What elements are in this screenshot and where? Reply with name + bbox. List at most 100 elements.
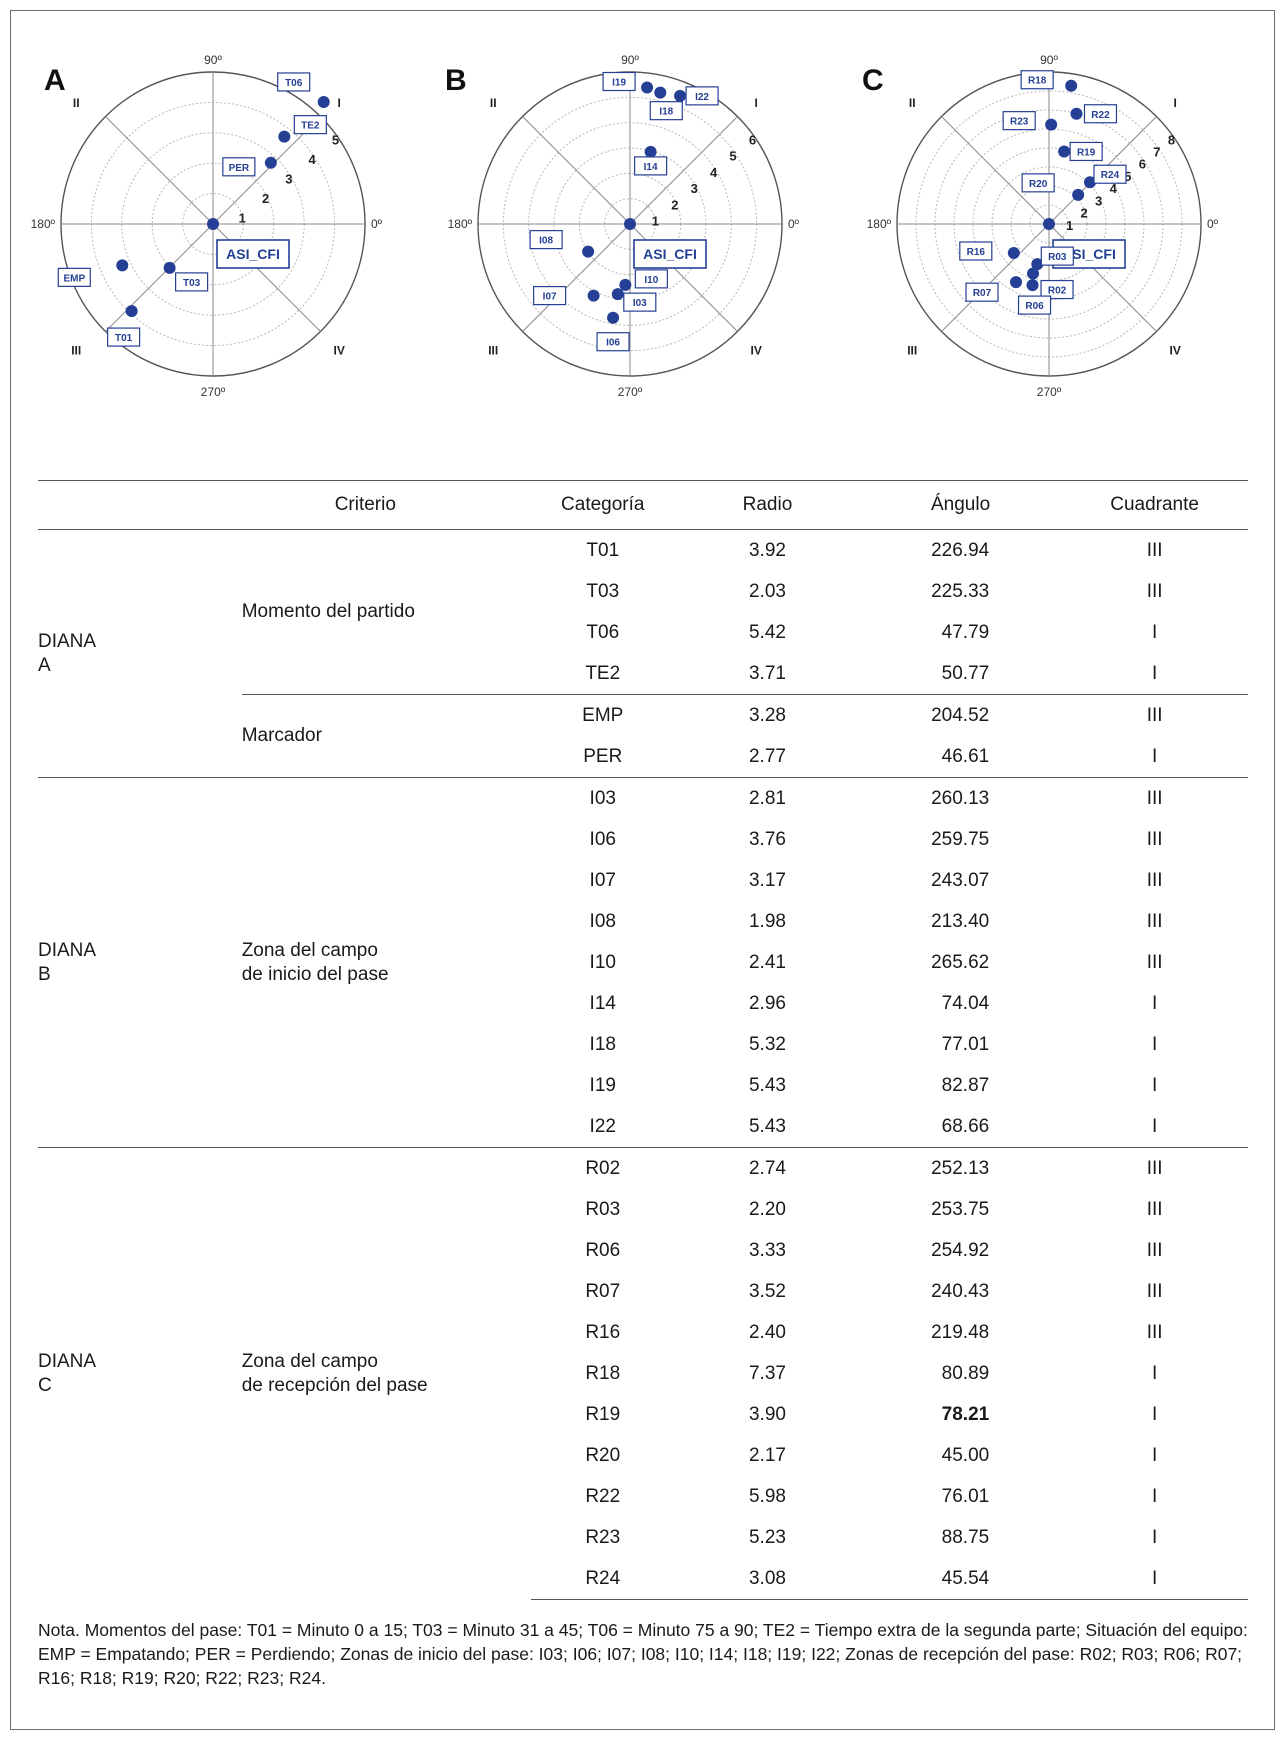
criterio-label: Marcador bbox=[241, 694, 531, 778]
cell-radio: 3.17 bbox=[748, 869, 786, 891]
angle-label-0: 0º bbox=[788, 217, 800, 231]
cell-cuadrante: III bbox=[1061, 777, 1248, 819]
criterio-label-line: Marcador bbox=[241, 725, 322, 746]
table-header-row: Criterio Categoría Radio Ángulo Cuadrant… bbox=[38, 480, 1248, 530]
ring-label-8: 8 bbox=[1168, 132, 1175, 147]
cell-categoria: R20 bbox=[585, 1444, 621, 1466]
point-label-I07: I07 bbox=[543, 292, 557, 303]
point-label-box-R19 bbox=[1069, 141, 1103, 162]
point-T03 bbox=[163, 261, 176, 274]
cell-cuadrante: III bbox=[1146, 580, 1163, 602]
table-row: T03 2.03 225.33 III bbox=[38, 571, 1248, 612]
point-R02 bbox=[1027, 267, 1040, 280]
criterio-label-line: de inicio del pase bbox=[241, 963, 389, 985]
table-row: T06 5.42 47.79 I bbox=[38, 612, 1248, 653]
group-label: DIANA B bbox=[38, 777, 242, 1148]
cell-angulo: 243.07 bbox=[931, 869, 990, 891]
panel-letter-c: C bbox=[862, 64, 884, 97]
cell-categoria: R16 bbox=[585, 1321, 621, 1343]
cell-angulo: 74.04 bbox=[941, 992, 990, 1014]
table-row: I08 1.98 213.40 III bbox=[38, 901, 1248, 942]
cell-angulo: 47.79 bbox=[941, 621, 990, 643]
cell-radio: 3.28 bbox=[675, 694, 860, 736]
ring-label-5: 5 bbox=[332, 132, 339, 147]
group-label-line: DIANA bbox=[38, 939, 97, 961]
point-label-I22: I22 bbox=[695, 92, 709, 103]
point-label-R24: R24 bbox=[1101, 170, 1120, 181]
cell-categoria: PER bbox=[583, 745, 623, 767]
cell-radio: 5.43 bbox=[748, 1115, 786, 1137]
group-label-line: DIANA bbox=[38, 1350, 97, 1372]
cell-cuadrante: I bbox=[1151, 1485, 1158, 1507]
cell-radio: 5.23 bbox=[748, 1526, 786, 1548]
cell-categoria: I18 bbox=[589, 1033, 616, 1055]
cell-categoria: R03 bbox=[585, 1198, 621, 1220]
point-R20 bbox=[1072, 188, 1085, 201]
ring-label-5: 5 bbox=[1124, 169, 1131, 184]
point-R16 bbox=[1007, 246, 1020, 259]
ring-label-7: 7 bbox=[1153, 145, 1160, 160]
table-row: DIANA A Momento del partido T01 3.92 226.94 II… bbox=[38, 530, 1248, 676]
point-label-box-EMP bbox=[57, 267, 91, 287]
table-row: Marcador EMP 3.28 204.52 III bbox=[38, 694, 1248, 778]
quadrant-label-IV: IV bbox=[750, 344, 761, 358]
center-label-box bbox=[216, 239, 290, 269]
cell-cuadrante: III bbox=[1146, 951, 1163, 973]
table-row: I22 5.43 68.66 I bbox=[38, 1106, 1248, 1148]
cell-radio: 3.33 bbox=[748, 1239, 786, 1261]
cell-categoria: R06 bbox=[585, 1239, 621, 1261]
cell-categoria: R22 bbox=[585, 1485, 621, 1507]
point-R06 bbox=[1026, 279, 1039, 292]
point-I18 bbox=[654, 86, 667, 99]
center-label-box bbox=[633, 239, 707, 269]
cell-angulo: 213.40 bbox=[931, 910, 990, 932]
center-label: ASI_CFI bbox=[1062, 246, 1116, 262]
cell-radio: 1.98 bbox=[748, 910, 786, 932]
cell-categoria: I06 bbox=[589, 828, 616, 850]
criterio-label: Momento del partido bbox=[242, 530, 531, 695]
cell-cuadrante: I bbox=[1061, 1558, 1248, 1600]
point-label-box-I03 bbox=[623, 292, 657, 312]
cell-cuadrante: I bbox=[1151, 1115, 1158, 1137]
point-TE2 bbox=[278, 130, 291, 143]
cell-categoria: T03 bbox=[586, 580, 620, 602]
table-row: PER 2.77 46.61 I bbox=[38, 736, 1248, 778]
point-label-box-R22 bbox=[1083, 104, 1118, 124]
point-R24 bbox=[1083, 176, 1096, 189]
point-I22 bbox=[674, 89, 687, 102]
panel-letter-b: B bbox=[445, 64, 467, 97]
point-label-R18: R18 bbox=[1028, 76, 1047, 87]
cell-radio: 5.98 bbox=[748, 1485, 786, 1507]
results-table: Criterio Categoría Radio Ángulo Cuadrant… bbox=[38, 480, 1248, 1600]
point-I10 bbox=[619, 278, 632, 291]
point-R18 bbox=[1065, 79, 1078, 92]
center-point bbox=[207, 218, 219, 230]
point-R07 bbox=[1009, 276, 1022, 289]
point-label-R02: R02 bbox=[1048, 286, 1067, 297]
cell-radio: 2.74 bbox=[675, 1147, 860, 1189]
table-row: I07 3.17 243.07 III bbox=[38, 860, 1248, 901]
cell-radio: 3.52 bbox=[748, 1280, 786, 1302]
point-label-box-I07 bbox=[533, 285, 567, 306]
cell-radio: 3.92 bbox=[748, 539, 786, 561]
table-row: R03 2.20 253.75 III bbox=[38, 1189, 1248, 1230]
cell-radio: 5.32 bbox=[748, 1033, 786, 1055]
table-row: I10 2.41 265.62 III bbox=[38, 942, 1248, 983]
table-body: DIANA A Momento del partido T01 3.92 226.94 II… bbox=[38, 530, 1248, 1600]
cell-cuadrante: III bbox=[1061, 694, 1248, 736]
cell-angulo: 225.33 bbox=[931, 580, 990, 602]
point-label-I03: I03 bbox=[633, 298, 647, 309]
point-label-box-I10 bbox=[634, 269, 668, 289]
ring-label-3: 3 bbox=[285, 171, 292, 186]
quadrant-label-IV: IV bbox=[1169, 344, 1180, 358]
point-label-box-R06 bbox=[1017, 295, 1052, 315]
point-PER bbox=[264, 156, 277, 169]
cell-angulo: 50.77 bbox=[941, 662, 990, 684]
cell-radio: 2.96 bbox=[748, 992, 786, 1014]
cell-categoria: I22 bbox=[589, 1115, 616, 1137]
ring-label-2: 2 bbox=[262, 191, 269, 206]
point-R03 bbox=[1031, 258, 1044, 271]
point-label-I06: I06 bbox=[606, 338, 620, 349]
quadrant-label-III: III bbox=[488, 344, 498, 358]
